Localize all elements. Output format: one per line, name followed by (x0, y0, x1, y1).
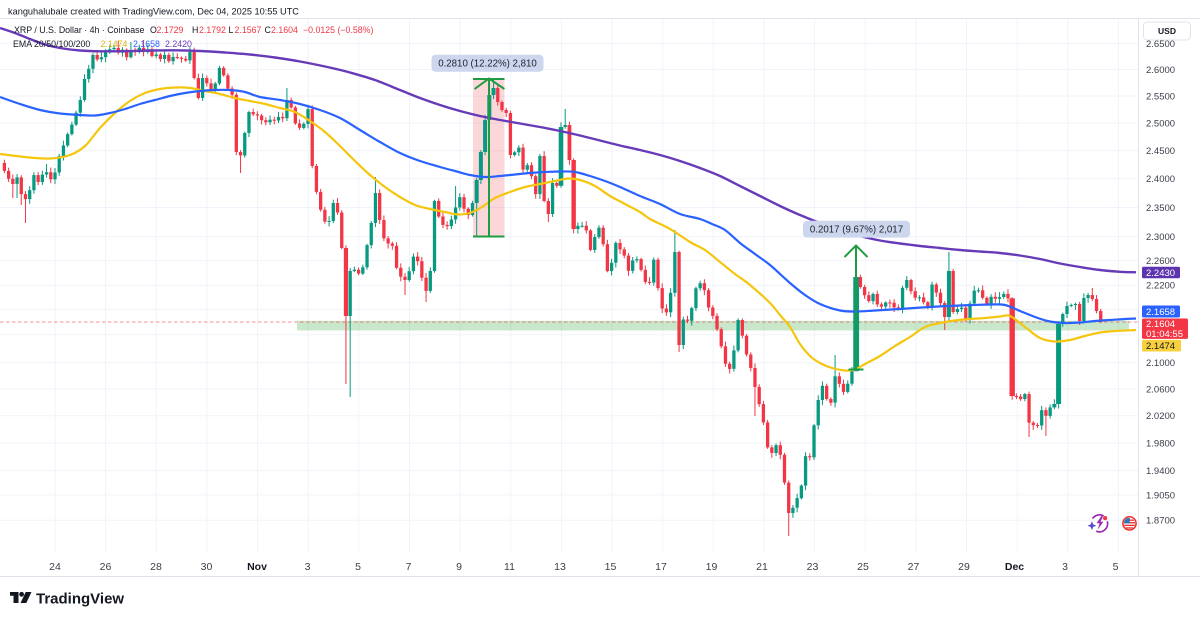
svg-text:27: 27 (908, 561, 920, 573)
svg-text:C: C (265, 25, 272, 35)
svg-text:26: 26 (100, 561, 112, 573)
svg-text:2.6500: 2.6500 (1146, 39, 1175, 50)
svg-text:1.9050: 1.9050 (1146, 490, 1175, 501)
svg-text:01:04:55: 01:04:55 (1146, 329, 1183, 340)
svg-text:XRP / U.S. Dollar · 4h · Coinb: XRP / U.S. Dollar · 4h · Coinbase (14, 25, 144, 35)
svg-text:1.9400: 1.9400 (1146, 466, 1175, 477)
svg-text:2.2600: 2.2600 (1146, 256, 1175, 267)
svg-text:1.8700: 1.8700 (1146, 516, 1175, 527)
svg-text:2.2420: 2.2420 (165, 39, 192, 49)
svg-text:29: 29 (958, 561, 970, 573)
svg-text:2.1567: 2.1567 (235, 25, 262, 35)
svg-text:9: 9 (456, 561, 462, 573)
svg-text:2.1729: 2.1729 (157, 25, 184, 35)
svg-text:3: 3 (1062, 561, 1068, 573)
svg-text:H: H (192, 25, 198, 35)
svg-text:15: 15 (605, 561, 617, 573)
svg-text:Dec: Dec (1005, 561, 1024, 573)
svg-text:−0.0125 (−0.58%): −0.0125 (−0.58%) (303, 25, 373, 35)
svg-text:23: 23 (807, 561, 819, 573)
svg-text:5: 5 (1113, 561, 1119, 573)
svg-text:2.3500: 2.3500 (1146, 203, 1175, 214)
svg-text:2.1792: 2.1792 (199, 25, 226, 35)
svg-text:7: 7 (406, 561, 412, 573)
svg-text:TradingView: TradingView (36, 591, 124, 608)
svg-text:USD: USD (1158, 26, 1176, 36)
svg-text:2.1658: 2.1658 (133, 39, 160, 49)
svg-text:2.6000: 2.6000 (1146, 65, 1175, 76)
svg-text:5: 5 (355, 561, 361, 573)
svg-text:EMA 20/50/100/200: EMA 20/50/100/200 (13, 39, 90, 49)
svg-text:kanguhalubale created with Tra: kanguhalubale created with TradingView.c… (8, 6, 299, 16)
svg-text:2.4500: 2.4500 (1146, 146, 1175, 157)
svg-text:28: 28 (150, 561, 162, 573)
svg-text:2.3000: 2.3000 (1146, 232, 1175, 243)
svg-text:30: 30 (201, 561, 213, 573)
svg-text:19: 19 (706, 561, 718, 573)
svg-text:L: L (229, 25, 234, 35)
svg-text:2.1658: 2.1658 (1146, 307, 1175, 318)
svg-text:2.2430: 2.2430 (1146, 268, 1175, 279)
svg-text:2.5500: 2.5500 (1146, 92, 1175, 103)
svg-text:0.2810 (12.22%) 2,810: 0.2810 (12.22%) 2,810 (438, 59, 537, 70)
svg-text:O: O (150, 25, 157, 35)
svg-text:2.0200: 2.0200 (1146, 411, 1175, 422)
svg-text:Nov: Nov (247, 561, 267, 573)
svg-text:24: 24 (49, 561, 61, 573)
svg-text:2.4000: 2.4000 (1146, 174, 1175, 185)
svg-text:11: 11 (504, 561, 515, 573)
svg-text:2.0600: 2.0600 (1146, 384, 1175, 395)
svg-text:2.1000: 2.1000 (1146, 358, 1175, 369)
svg-text:13: 13 (554, 561, 566, 573)
svg-text:2.1604: 2.1604 (271, 25, 298, 35)
svg-text:1.9800: 1.9800 (1146, 438, 1175, 449)
svg-text:2.2200: 2.2200 (1146, 281, 1175, 292)
svg-text:2.5000: 2.5000 (1146, 119, 1175, 130)
svg-text:2.1474: 2.1474 (1146, 341, 1175, 352)
svg-text:17: 17 (655, 561, 667, 573)
svg-text:3: 3 (305, 561, 311, 573)
svg-text:0.2017 (9.67%) 2,017: 0.2017 (9.67%) 2,017 (810, 225, 903, 236)
svg-text:21: 21 (756, 561, 768, 573)
svg-text:25: 25 (857, 561, 869, 573)
svg-text:2.1474: 2.1474 (101, 39, 128, 49)
svg-text:2.1604: 2.1604 (1146, 319, 1175, 330)
